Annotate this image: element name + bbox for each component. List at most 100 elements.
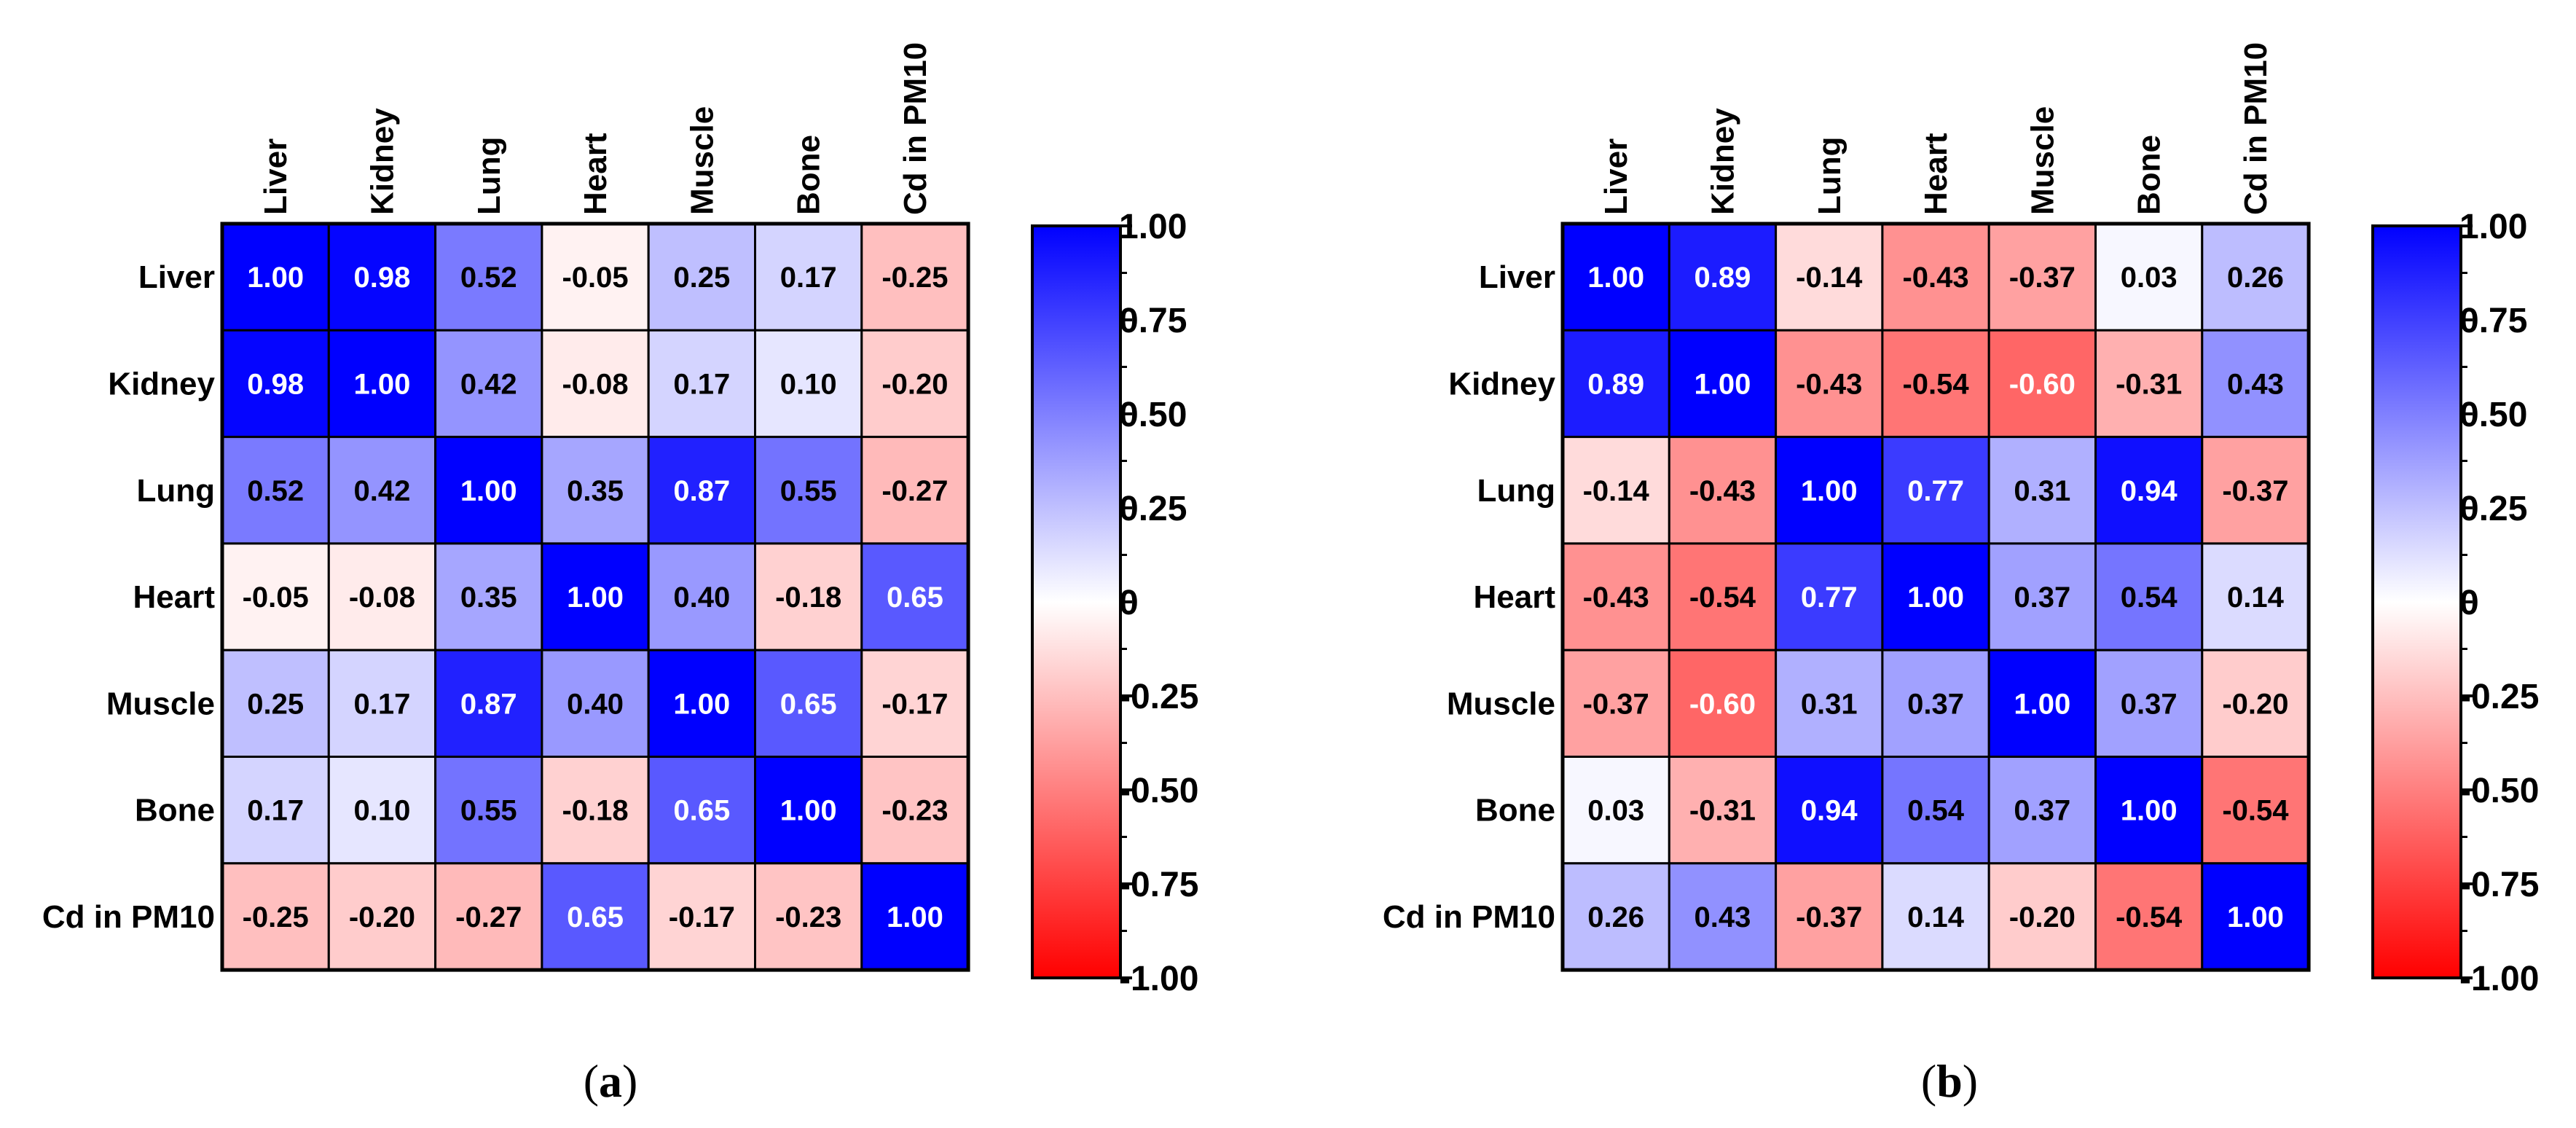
cell-value-label: 0.42: [460, 368, 517, 400]
heatmap-cell-cd-in-pm10-muscle: [647, 862, 757, 971]
heatmap-cell-bone-bone: [2094, 756, 2204, 865]
cell-value-label: 1.00: [1907, 581, 1964, 614]
cell-value-label: -0.27: [881, 475, 948, 507]
heatmap-cell-cd-in-pm10-kidney: [1668, 862, 1778, 971]
column-label-bone: Bone: [791, 135, 827, 215]
cell-value-label: 0.43: [1695, 901, 1751, 933]
row-label-bone: Bone: [1475, 793, 1555, 829]
heatmap-cell-lung-kidney: [1668, 436, 1778, 545]
cell-value-label: -0.23: [881, 795, 948, 827]
heatmap-cell-bone-muscle: [1987, 756, 2097, 865]
colorbar-tick-label: 1.00: [1119, 208, 1187, 246]
colorbar: [2371, 224, 2462, 979]
colorbar-tick-label: 0.50: [2459, 396, 2527, 434]
cell-value-label: 0.35: [460, 581, 517, 614]
cell-value-label: 0.54: [2121, 581, 2178, 614]
column-label-lung: Lung: [1812, 136, 1847, 215]
cell-value-label: 0.77: [1801, 581, 1858, 614]
heatmap-cell-liver-liver: [221, 222, 330, 332]
cell-value-label: -0.25: [243, 901, 309, 933]
cell-value-label: 0.25: [247, 688, 304, 720]
cell-value-label: -0.37: [1796, 901, 1862, 933]
heatmap-cell-lung-heart: [541, 436, 650, 545]
colorbar-tick-label: -1.00: [2459, 960, 2539, 998]
cell-value-label: -0.43: [1583, 581, 1649, 614]
row-label-kidney: Kidney: [1448, 366, 1555, 402]
cell-value-label: -0.37: [2009, 262, 2076, 294]
cell-value-label: -0.08: [562, 368, 628, 400]
cell-value-label: -0.43: [1796, 368, 1862, 400]
cell-value-label: 0.55: [780, 475, 837, 507]
heatmap-cell-lung-bone: [754, 436, 863, 545]
heatmap-cell-cd-in-pm10-lung: [1775, 862, 1884, 971]
cell-value-label: 1.00: [567, 581, 624, 614]
heatmap-cell-bone-liver: [221, 756, 330, 865]
heatmap-cell-bone-muscle: [647, 756, 757, 865]
cell-value-label: -0.25: [881, 262, 948, 294]
cell-value-label: 0.54: [1907, 795, 1965, 827]
cell-value-label: 0.10: [780, 368, 837, 400]
cell-value-label: 0.25: [673, 262, 730, 294]
heatmap-cell-muscle-lung: [434, 649, 543, 759]
cell-value-label: -0.05: [562, 262, 628, 294]
cell-value-label: 1.00: [780, 795, 837, 827]
cell-value-label: -0.18: [562, 795, 628, 827]
row-label-heart: Heart: [133, 579, 216, 615]
heatmap-cell-bone-liver: [1561, 756, 1670, 865]
heatmap-cell-liver-kidney: [327, 222, 437, 332]
heatmap-cell-heart-kidney: [327, 542, 437, 651]
heatmap-cell-kidney-cd-in-pm10: [2201, 329, 2310, 439]
cell-value-label: 0.40: [567, 688, 624, 720]
colorbar-tick-label: -1.00: [1119, 960, 1198, 998]
cell-value-label: 0.37: [1907, 688, 1964, 720]
cell-value-label: -0.14: [1796, 262, 1863, 294]
heatmap-frame: [220, 222, 970, 972]
colorbar-tick-label: 0.25: [2459, 490, 2527, 528]
heatmap-cell-cd-in-pm10-liver: [221, 862, 330, 971]
cell-value-label: 0.17: [673, 368, 730, 400]
heatmap-panel-b: 1.00 0.89 -0.14 -0.43 -0.37 0.03 0.26 0.89 1.00 -…: [1383, 42, 2540, 1107]
colorbar-tick-label: -0.50: [2459, 772, 2539, 810]
heatmap-cell-kidney-cd-in-pm10: [860, 329, 970, 439]
cell-value-label: 0.89: [1587, 368, 1644, 400]
heatmap-cell-lung-liver: [1561, 436, 1670, 545]
cell-value-label: 0.31: [1801, 688, 1858, 720]
cell-value-label: 0.94: [2121, 475, 2178, 507]
cell-value-label: 0.52: [460, 262, 517, 294]
cell-value-label: 0.65: [780, 688, 837, 720]
cell-value-label: -0.23: [775, 901, 841, 933]
cell-value-label: -0.27: [455, 901, 522, 933]
heatmap-cell-cd-in-pm10-bone: [2094, 862, 2204, 971]
column-label-muscle: Muscle: [684, 106, 720, 215]
cell-value-label: -0.60: [2009, 368, 2076, 400]
cell-value-label: 1.00: [1587, 262, 1644, 294]
panel-caption-a: (a): [584, 1055, 638, 1107]
cell-value-label: -0.20: [2009, 901, 2076, 933]
cell-value-label: 1.00: [673, 688, 730, 720]
row-label-bone: Bone: [135, 793, 215, 829]
cell-value-label: -0.17: [881, 688, 948, 720]
cell-value-label: -0.31: [2116, 368, 2182, 400]
cell-value-label: 0.98: [354, 262, 411, 294]
heatmap-frame: [1560, 222, 2311, 972]
panel-caption-b: (b): [1921, 1055, 1978, 1107]
cell-value-label: 0.31: [2014, 475, 2070, 507]
heatmap-cell-cd-in-pm10-bone: [754, 862, 863, 971]
column-label-cd-in-pm10: Cd in PM10: [898, 42, 933, 215]
cell-value-label: -0.37: [1583, 688, 1649, 720]
cell-value-label: 1.00: [460, 475, 517, 507]
heatmap-cell-muscle-heart: [1881, 649, 1990, 759]
cell-value-label: 1.00: [354, 368, 411, 400]
heatmap-cell-muscle-liver: [221, 649, 330, 759]
cell-value-label: 0.87: [460, 688, 517, 720]
heatmap-cell-heart-liver: [221, 542, 330, 651]
column-label-kidney: Kidney: [1705, 108, 1740, 215]
heatmap-cell-kidney-lung: [434, 329, 543, 439]
heatmap-cell-cd-in-pm10-heart: [541, 862, 650, 971]
cell-value-label: -0.37: [2222, 475, 2288, 507]
cell-value-label: 0.37: [2014, 581, 2070, 614]
heatmap-cell-liver-lung: [1775, 222, 1884, 332]
heatmap-cell-heart-cd-in-pm10: [860, 542, 970, 651]
cell-value-label: -0.14: [1583, 475, 1650, 507]
heatmap-cell-cd-in-pm10-lung: [434, 862, 543, 971]
